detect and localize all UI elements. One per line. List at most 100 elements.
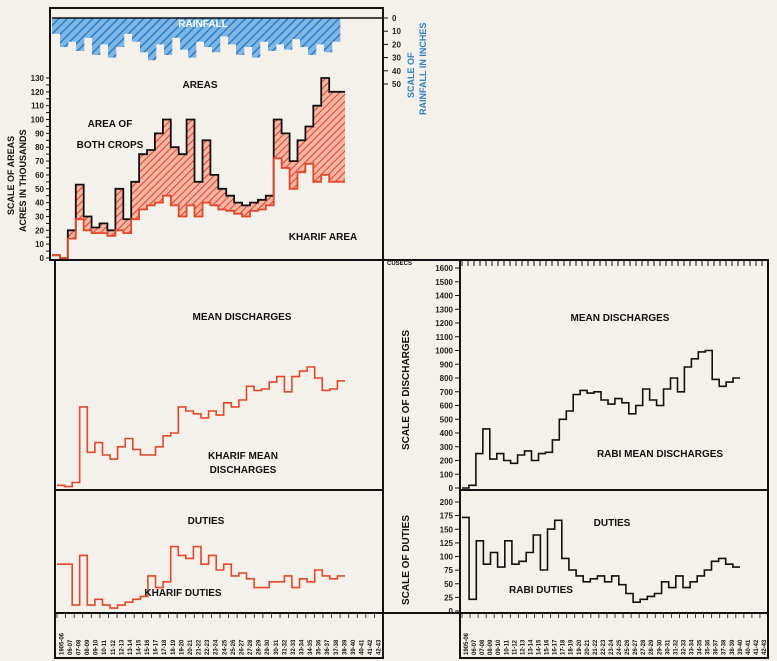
x-year-right-label: 15-16	[545, 639, 551, 655]
series-kharif-area	[52, 157, 345, 259]
kharif-mean-discharges-series	[57, 366, 345, 488]
x-year-right-label: 31-32	[673, 639, 679, 655]
x-year-right-label: 13-14	[528, 639, 534, 655]
area-band	[52, 78, 345, 258]
rainfall-bar	[236, 18, 245, 55]
area-tick-label: 110	[31, 102, 44, 111]
rainfall-bar	[180, 18, 189, 50]
duty-tick-label: 25	[444, 593, 453, 602]
x-year-right-label: 28-29	[649, 639, 655, 655]
discharge-scale-label: SCALE OF DISCHARGES	[401, 330, 412, 450]
duties-right-title: DUTIES	[594, 518, 631, 529]
area-ticks: 0 10 20 30 40 50 60 70 80 90 100 110 120 130	[31, 74, 50, 263]
kharif-mean-label-2: DISCHARGES	[210, 465, 277, 476]
x-year-right-label: 21-22	[593, 639, 599, 655]
rain-scale-label-2: RAINFALL IN INCHES	[418, 23, 428, 115]
x-year-right-label: 27-28	[641, 639, 647, 655]
panel-frames	[49, 7, 769, 659]
rainfall-tick-label: 30	[392, 54, 401, 63]
rabi-mean-discharges-series	[462, 349, 740, 489]
cusecs-label: CUSECS	[387, 261, 412, 267]
rabi-mean-label: RABI MEAN DISCHARGES	[597, 449, 723, 460]
x-year-left-label: 33-34	[300, 639, 306, 655]
mean-discharges-right-title: MEAN DISCHARGES	[571, 313, 670, 324]
area-both-label-1: AREA OF	[88, 119, 133, 130]
discharge-tick-label: 1400	[435, 292, 453, 301]
kharif-duties-label: KHARIF DUTIES	[144, 588, 222, 599]
duty-tick-label: 200	[440, 498, 454, 507]
discharge-tick-label: 1000	[435, 347, 453, 356]
x-year-left-label: 36-37	[325, 639, 331, 655]
x-year-left-label: 06-07	[68, 639, 74, 655]
area-tick-label: 70	[35, 157, 44, 166]
x-year-left-label: 12-13	[119, 639, 125, 655]
discharge-tick-label: 300	[440, 443, 454, 452]
rainfall-bar	[292, 18, 301, 40]
duty-ticks: 0 25 50 75 100 125 150 175 200	[440, 498, 460, 616]
rainfall-bar	[124, 18, 133, 34]
rainfall-label: RAINFALL	[178, 19, 227, 30]
rainfall-tick-label: 20	[392, 40, 401, 49]
frame-rabi-duties	[459, 489, 769, 614]
rainfall-bar	[100, 18, 109, 45]
rainfall-bar	[244, 18, 253, 48]
x-year-left-label: 26-27	[239, 639, 245, 655]
rainfall-bar	[204, 18, 213, 48]
area-scale-label-1: SCALE OF AREAS	[6, 136, 16, 215]
rainfall-bar	[172, 18, 181, 38]
x-year-right-label: 17-18	[561, 639, 567, 655]
series-rabi-duties	[462, 516, 740, 603]
duties-left-title: DUTIES	[188, 516, 225, 527]
rainfall-bar	[188, 18, 197, 58]
area-tick-label: 10	[35, 240, 44, 249]
x-year-right-label: 36-37	[714, 639, 720, 655]
x-year-right-label: 34-35	[698, 639, 704, 655]
duty-tick-label: 175	[440, 512, 454, 521]
discharge-tick-label: 400	[440, 429, 454, 438]
x-year-right-label: 07-08	[480, 639, 486, 655]
x-year-left-label: 24-25	[222, 639, 228, 655]
rainfall-bar	[92, 18, 101, 55]
x-year-left-label: 27-28	[248, 639, 254, 655]
area-tick-label: 50	[35, 185, 44, 194]
x-year-right-label: 1905-06	[464, 632, 470, 655]
discharge-tick-label: 1200	[435, 319, 453, 328]
rainfall-tick-label: 0	[392, 14, 397, 23]
rainfall-bar	[300, 18, 309, 48]
rainfall-bar	[260, 18, 269, 42]
area-tick-label: 60	[35, 171, 44, 180]
x-year-right-label: 39-40	[738, 639, 744, 655]
rainfall-bar	[132, 18, 141, 42]
x-year-right-label: 14-15	[537, 639, 543, 655]
rainfall-tick-label: 50	[392, 80, 401, 89]
area-tick-label: 30	[35, 212, 44, 221]
x-year-left-label: 38-39	[342, 639, 348, 655]
x-year-left-label: 22-23	[205, 639, 211, 655]
x-year-right-label: 30-31	[665, 639, 671, 655]
rabi-duties-series	[462, 516, 740, 603]
duty-tick-label: 125	[440, 539, 454, 548]
rainfall-bar	[276, 18, 285, 45]
rainfall-bar	[324, 18, 333, 53]
x-year-left-label: 10-11	[102, 639, 108, 655]
area-tick-label: 0	[40, 254, 45, 263]
x-year-right-label: 09-10	[496, 639, 502, 655]
rainfall-ticks: 0 10 20 30 40 50	[383, 14, 401, 89]
x-year-left-label: 37-38	[334, 639, 340, 655]
x-year-left-label: 40-41	[360, 639, 366, 655]
x-year-left-label: 29-30	[265, 639, 271, 655]
discharge-tick-label: 100	[440, 470, 454, 479]
x-year-right-label: 20-21	[585, 639, 591, 655]
area-tick-label: 40	[35, 199, 44, 208]
x-year-left-label: 19-20	[179, 639, 185, 655]
area-tick-label: 20	[35, 226, 44, 235]
series-rabi-mean-discharges	[462, 349, 740, 489]
rainfall-bar	[84, 18, 93, 38]
x-year-right-label: 11-12	[512, 639, 518, 655]
areas-title: AREAS	[182, 80, 217, 91]
rainfall-bar	[308, 18, 317, 55]
discharge-tick-label: 1100	[436, 333, 454, 342]
duty-tick-label: 150	[440, 525, 454, 534]
x-year-left-label: 31-32	[282, 639, 288, 655]
x-year-left-label: 42-43	[377, 639, 383, 655]
